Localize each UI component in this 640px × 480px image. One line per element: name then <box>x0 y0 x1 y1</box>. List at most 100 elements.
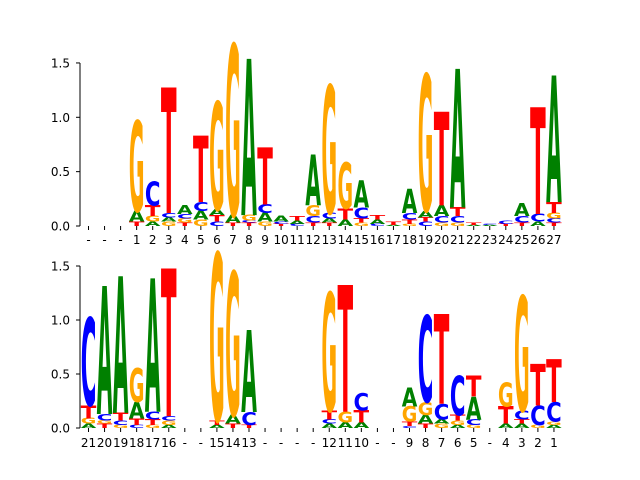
y-tick-label: 0.5 <box>51 368 70 382</box>
x-tick-label: 21 <box>81 436 96 450</box>
logo-letter-a: A <box>161 216 177 223</box>
logo-letter-g: G <box>498 377 514 415</box>
logo-letter-g: G <box>514 266 530 449</box>
logo-letter-g: G <box>450 420 466 427</box>
x-tick-label: 9 <box>406 436 414 450</box>
logo-letter-c: C <box>402 425 418 429</box>
x-tick-label: 16 <box>370 233 385 247</box>
x-tick-label: 2 <box>534 436 542 450</box>
x-tick-label: 23 <box>482 233 497 247</box>
logo-letter-t: T <box>225 422 241 429</box>
logo-letter-a: A <box>209 424 226 429</box>
y-tick-label: 1.0 <box>51 111 70 125</box>
logo-letter-g: G <box>145 424 161 429</box>
x-tick-label: - <box>311 436 315 450</box>
logo-letter-g: G <box>225 0 241 272</box>
logo-letter-g: G <box>321 262 337 450</box>
logo-letter-a: A <box>546 42 562 244</box>
x-tick-label: 4 <box>502 436 510 450</box>
logo-letter-c: C <box>498 220 514 225</box>
logo-letter-g: G <box>177 218 193 225</box>
x-tick-label: 7 <box>438 436 446 450</box>
logo-panel-top: 0.00.51.01.5- - -1 2 3 4 5 6 7 8 9 10 11 12 13 14 15 16 17… <box>51 0 563 272</box>
logo-letter-t: T <box>546 199 563 217</box>
y-tick-label: 0.0 <box>51 422 70 436</box>
logo-letter-g: G <box>241 214 257 222</box>
logo-letter-t: T <box>354 217 370 224</box>
logo-letter-t: T <box>434 290 450 433</box>
logo-letter-g: G <box>161 420 177 427</box>
logo-letter-a: A <box>273 215 289 224</box>
logo-letter-t: T <box>129 417 145 427</box>
logo-letter-t: T <box>450 206 466 220</box>
logo-letter-c: C <box>450 214 466 225</box>
logo-letter-c: C <box>466 418 482 427</box>
x-tick-label: - <box>488 436 492 450</box>
logo-letter-t: T <box>337 205 354 223</box>
logo-letter-a: A <box>113 240 129 458</box>
logo-letter-c: C <box>145 409 161 422</box>
logo-letter-g: G <box>145 215 161 223</box>
logo-letter-t: T <box>354 408 370 427</box>
logo-letter-c: C <box>241 408 257 429</box>
logo-letter-c: C <box>546 217 562 224</box>
x-tick-label: 27 <box>546 233 561 247</box>
x-tick-label: - <box>118 233 122 247</box>
logo-letter-a: A <box>225 213 241 225</box>
logo-letter-c: C <box>161 212 177 219</box>
logo-letter-g: G <box>209 72 225 245</box>
logo-letter-t: T <box>402 218 418 225</box>
x-tick-label: 9 <box>261 233 269 247</box>
logo-letter-a: A <box>225 413 241 427</box>
logo-letter-t: T <box>514 222 531 227</box>
logo-letter-t: T <box>530 79 546 249</box>
logo-letter-a: A <box>81 422 97 429</box>
logo-letter-g: G <box>402 402 418 427</box>
logo-letter-c: C <box>450 365 466 428</box>
x-tick-label: 19 <box>113 436 128 450</box>
logo-letter-a: A <box>145 242 161 456</box>
logo-letter-a: A <box>466 391 482 428</box>
logo-letter-g: G <box>225 232 241 461</box>
logo-letter-a: A <box>450 424 467 429</box>
logo-letter-t: T <box>209 419 225 426</box>
x-tick-label: - <box>86 233 90 247</box>
logo-letter-t: T <box>466 371 482 404</box>
logo-letter-c: C <box>482 224 498 226</box>
logo-letter-c: C <box>289 223 305 227</box>
logo-letter-g: G <box>354 222 370 227</box>
x-tick-label: 21 <box>450 233 465 247</box>
logo-letter-g: G <box>81 417 97 425</box>
logo-letter-g: G <box>546 212 562 220</box>
logo-letter-g: G <box>129 96 145 240</box>
logo-letter-a: A <box>514 199 530 221</box>
logo-letter-g: G <box>418 38 434 256</box>
x-tick-label: - <box>263 436 267 450</box>
logo-letter-g: G <box>546 421 562 426</box>
logo-letter-a: A <box>466 225 482 227</box>
logo-letter-t: T <box>209 214 225 224</box>
logo-letter-a: A <box>546 424 563 429</box>
logo-letter-a: A <box>434 203 450 221</box>
logo-letter-c: C <box>161 415 177 422</box>
logo-letter-c: C <box>514 214 530 225</box>
logo-letter-g: G <box>321 51 337 255</box>
logo-letter-c: C <box>370 223 386 227</box>
logo-letter-g: G <box>338 409 354 427</box>
x-tick-label: 14 <box>225 436 240 450</box>
logo-letter-t: T <box>161 228 177 464</box>
x-tick-label: 13 <box>322 233 337 247</box>
logo-letter-a: A <box>241 309 257 440</box>
logo-letter-c: C <box>129 424 145 429</box>
logo-letter-a: A <box>209 208 225 217</box>
logo-letter-a: A <box>129 208 145 226</box>
logo-letter-g: G <box>434 222 450 227</box>
logo-letter-c: C <box>305 214 321 225</box>
logo-letter-t: T <box>498 401 514 430</box>
x-tick-label: 10 <box>273 233 288 247</box>
x-tick-label: 20 <box>434 233 449 247</box>
logo-letter-a: A <box>402 384 418 413</box>
x-tick-label: 22 <box>466 233 481 247</box>
logo-letter-t: T <box>386 221 403 226</box>
